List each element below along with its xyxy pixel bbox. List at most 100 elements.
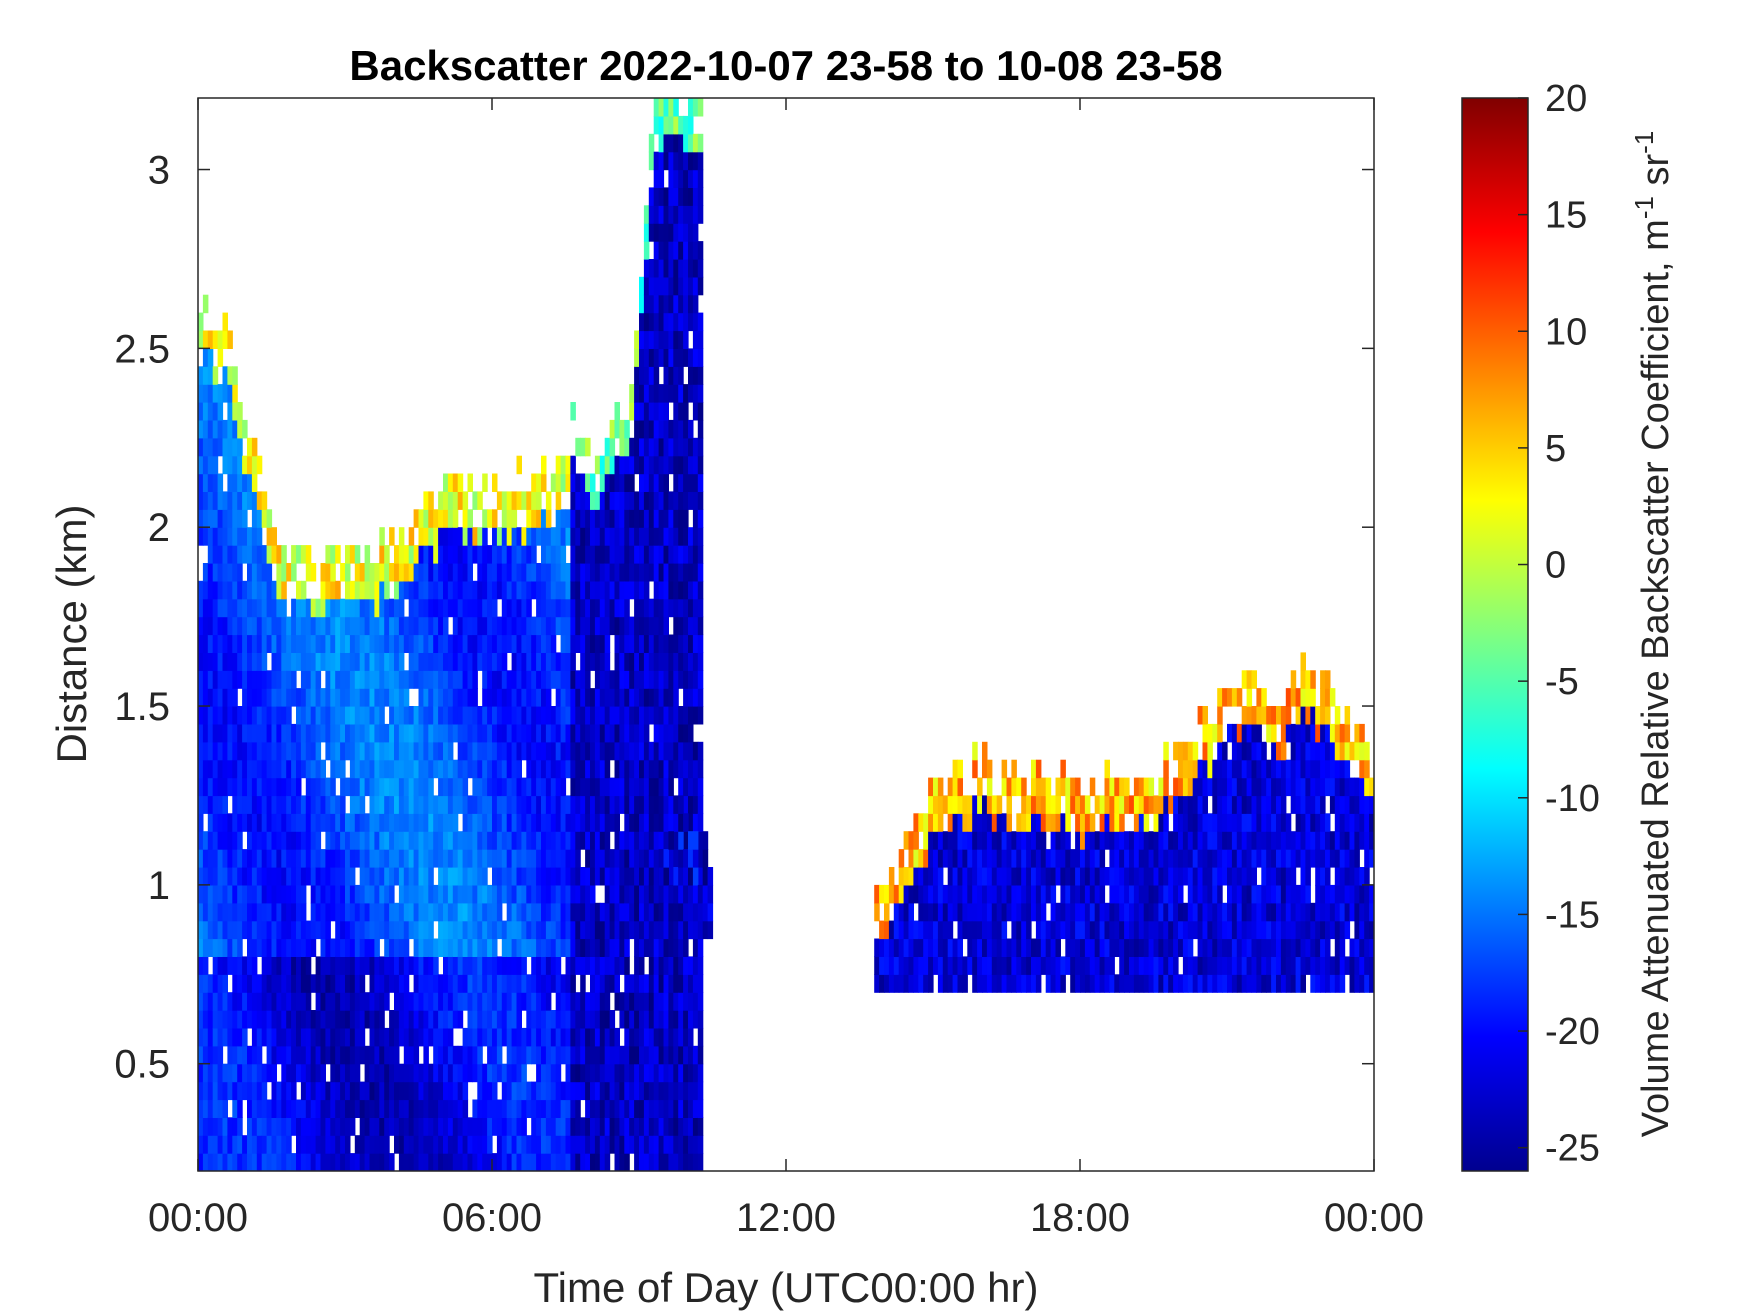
heatmap-cell bbox=[1084, 867, 1091, 886]
heatmap-cell bbox=[526, 706, 532, 725]
heatmap-cell bbox=[457, 920, 464, 940]
heatmap-cell bbox=[398, 1027, 405, 1047]
heatmap-cell bbox=[492, 1027, 498, 1047]
heatmap-cell bbox=[374, 1117, 380, 1136]
heatmap-cell bbox=[457, 723, 464, 743]
heatmap-cell bbox=[349, 741, 356, 761]
heatmap-cell bbox=[256, 1010, 263, 1029]
heatmap-cell bbox=[697, 616, 704, 636]
heatmap-cell bbox=[952, 831, 959, 850]
heatmap-cell bbox=[609, 813, 616, 832]
heatmap-cell bbox=[653, 294, 660, 314]
heatmap-cell bbox=[506, 974, 513, 993]
heatmap-cell bbox=[242, 902, 248, 922]
heatmap-cell bbox=[1207, 723, 1213, 743]
heatmap-cell bbox=[1212, 795, 1218, 814]
heatmap-cell bbox=[634, 330, 640, 349]
heatmap-cell bbox=[658, 670, 665, 689]
heatmap-cell bbox=[1075, 938, 1081, 957]
heatmap-cell bbox=[296, 813, 302, 832]
heatmap-cell bbox=[374, 741, 380, 761]
heatmap-cell bbox=[918, 849, 924, 868]
heatmap-cell bbox=[374, 1010, 380, 1029]
heatmap-cell bbox=[918, 938, 924, 957]
heatmap-cell bbox=[408, 1010, 415, 1029]
heatmap-cell bbox=[276, 902, 282, 922]
heatmap-cell bbox=[962, 974, 968, 993]
heatmap-cell bbox=[668, 545, 674, 564]
heatmap-cell bbox=[648, 1081, 655, 1101]
heatmap-cell bbox=[639, 384, 645, 403]
heatmap-cell bbox=[1084, 849, 1091, 868]
heatmap-cell bbox=[1148, 956, 1155, 975]
heatmap-cell bbox=[1138, 956, 1145, 975]
heatmap-cell bbox=[443, 831, 449, 850]
heatmap-cell bbox=[516, 902, 522, 922]
heatmap-cell bbox=[678, 294, 684, 314]
heatmap-cell bbox=[1060, 920, 1066, 940]
heatmap-cell bbox=[345, 1135, 351, 1154]
heatmap-cell bbox=[1202, 813, 1208, 832]
heatmap-cell bbox=[438, 795, 444, 814]
heatmap-cell bbox=[374, 706, 380, 725]
heatmap-cell bbox=[580, 813, 586, 832]
heatmap-cell bbox=[541, 938, 547, 957]
heatmap-cell bbox=[575, 598, 581, 618]
heatmap-cell bbox=[457, 974, 464, 993]
heatmap-cell bbox=[227, 849, 233, 868]
heatmap-cell bbox=[526, 777, 532, 797]
heatmap-cell bbox=[237, 652, 243, 671]
heatmap-cell bbox=[697, 634, 704, 653]
heatmap-cell bbox=[433, 956, 439, 975]
heatmap-cell bbox=[536, 884, 542, 904]
heatmap-cell bbox=[1207, 974, 1213, 993]
heatmap-cell bbox=[496, 956, 503, 975]
heatmap-cell bbox=[624, 616, 630, 636]
heatmap-cell bbox=[1158, 831, 1164, 850]
heatmap-cell bbox=[1124, 920, 1130, 940]
heatmap-cell bbox=[653, 849, 660, 868]
heatmap-cell bbox=[1001, 867, 1008, 886]
heatmap-cell bbox=[1119, 777, 1125, 797]
heatmap-cell bbox=[207, 849, 214, 868]
heatmap-cell bbox=[212, 1063, 219, 1083]
heatmap-cell bbox=[585, 1045, 591, 1065]
heatmap-cell bbox=[697, 795, 704, 814]
heatmap-cell bbox=[305, 1117, 312, 1136]
heatmap-cell bbox=[1246, 849, 1253, 868]
heatmap-cell bbox=[531, 884, 537, 904]
heatmap-cell bbox=[629, 527, 635, 546]
heatmap-cell bbox=[345, 902, 351, 922]
heatmap-cell bbox=[207, 652, 214, 671]
heatmap-cell bbox=[511, 884, 518, 904]
heatmap-cell bbox=[541, 580, 547, 600]
heatmap-cell bbox=[908, 831, 914, 850]
heatmap-cell bbox=[261, 813, 268, 832]
heatmap-cell bbox=[428, 580, 434, 600]
heatmap-cell bbox=[648, 616, 655, 636]
heatmap-cell bbox=[629, 831, 635, 850]
heatmap-cell bbox=[207, 1027, 214, 1047]
heatmap-cell bbox=[942, 920, 949, 940]
heatmap-cell bbox=[472, 652, 478, 671]
heatmap-cell bbox=[624, 1027, 630, 1047]
heatmap-cell bbox=[1182, 777, 1189, 797]
heatmap-cell bbox=[1011, 956, 1017, 975]
heatmap-cell bbox=[982, 956, 988, 975]
heatmap-cell bbox=[242, 867, 248, 886]
heatmap-cell bbox=[256, 974, 263, 993]
heatmap-cell bbox=[433, 1063, 439, 1083]
heatmap-cell bbox=[1158, 813, 1164, 832]
heatmap-cell bbox=[663, 1099, 669, 1118]
heatmap-cell bbox=[991, 956, 998, 975]
heatmap-cell bbox=[374, 849, 380, 868]
heatmap-cell bbox=[629, 1010, 635, 1029]
heatmap-cell bbox=[389, 706, 395, 725]
heatmap-cell bbox=[1246, 670, 1253, 689]
heatmap-cell bbox=[291, 831, 297, 850]
heatmap-cell bbox=[550, 1027, 557, 1047]
heatmap-cell bbox=[256, 545, 263, 564]
heatmap-cell bbox=[340, 1027, 346, 1047]
heatmap-cell bbox=[389, 527, 395, 546]
heatmap-cell bbox=[482, 652, 488, 671]
